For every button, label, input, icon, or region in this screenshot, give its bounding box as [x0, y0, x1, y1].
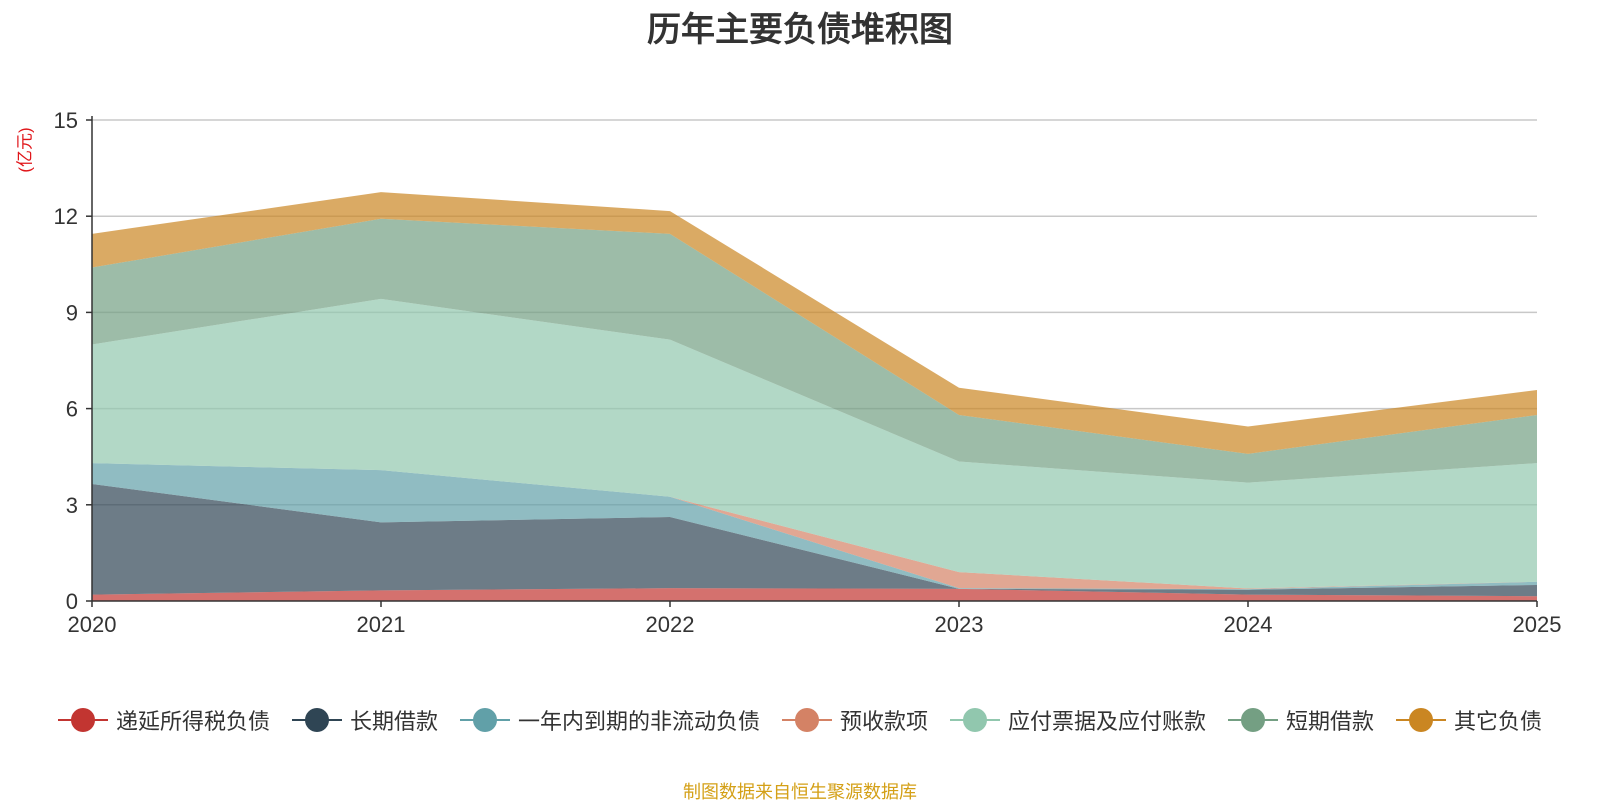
area-series-7: [92, 192, 1537, 454]
y-tick-label: 9: [66, 300, 78, 325]
legend-item-3[interactable]: 一年内到期的非流动负债: [459, 704, 760, 736]
y-tick-label: 0: [66, 589, 78, 614]
stacked-area-chart: 0 3 6 9 12 15 2020 2021 2022 2023 2024 2025: [54, 108, 1562, 637]
area-series-5: [92, 298, 1537, 589]
x-tick-label: 2020: [68, 612, 117, 637]
area-series-1: [92, 588, 1537, 601]
legend-item-6[interactable]: 短期借款: [1228, 704, 1374, 736]
area-series-2: [92, 483, 1537, 597]
axes: 0 3 6 9 12 15 2020 2021 2022 2023 2024 2025: [54, 108, 1562, 637]
area-series-6: [92, 218, 1537, 483]
legend-label: 其它负债: [1454, 709, 1543, 734]
x-tick-label: 2022: [646, 612, 695, 637]
legend-marker-icon: [1396, 708, 1447, 732]
legend-label: 长期借款: [349, 709, 438, 734]
legend-label: 一年内到期的非流动负债: [517, 709, 760, 734]
x-tick-label: 2023: [935, 612, 984, 637]
legend-item-4[interactable]: 预收款项: [781, 704, 928, 736]
y-tick-label: 15: [54, 108, 78, 133]
legend-marker-icon: [1228, 708, 1279, 732]
legend-label: 递延所得税负债: [115, 709, 270, 734]
legend-item-5[interactable]: 应付票据及应付账款: [950, 704, 1206, 736]
legend-label: 短期借款: [1286, 709, 1375, 734]
legend-item-1[interactable]: 递延所得税负债: [57, 704, 270, 736]
x-tick-label: 2021: [357, 612, 406, 637]
y-tick-label: 6: [66, 397, 78, 422]
legend-label: 应付票据及应付账款: [1008, 709, 1207, 734]
x-tick-label: 2024: [1224, 612, 1273, 637]
area-series: [92, 192, 1537, 601]
legend-marker-icon: [291, 708, 342, 732]
legend-item-7[interactable]: 其它负债: [1396, 704, 1542, 736]
x-tick-label: 2025: [1513, 612, 1562, 637]
legend-label: 预收款项: [839, 709, 928, 734]
y-tick-label: 12: [54, 204, 78, 229]
y-tick-label: 3: [66, 493, 78, 518]
legend-marker-icon: [459, 708, 510, 732]
legend-marker-icon: [57, 708, 108, 732]
area-series-3: [92, 463, 1537, 590]
chart-title: 历年主要负债堆积图: [647, 11, 953, 49]
legend: 递延所得税负债 长期借款 一年内到期的非流动负债 预收款项 应付票据及应付账款 短期借款 其…: [0, 700, 1600, 740]
source-note: 制图数据来自恒生聚源数据库: [683, 782, 917, 802]
legend-item-2[interactable]: 长期借款: [291, 704, 438, 736]
legend-marker-icon: [950, 708, 1000, 732]
legend-marker-icon: [781, 708, 832, 732]
